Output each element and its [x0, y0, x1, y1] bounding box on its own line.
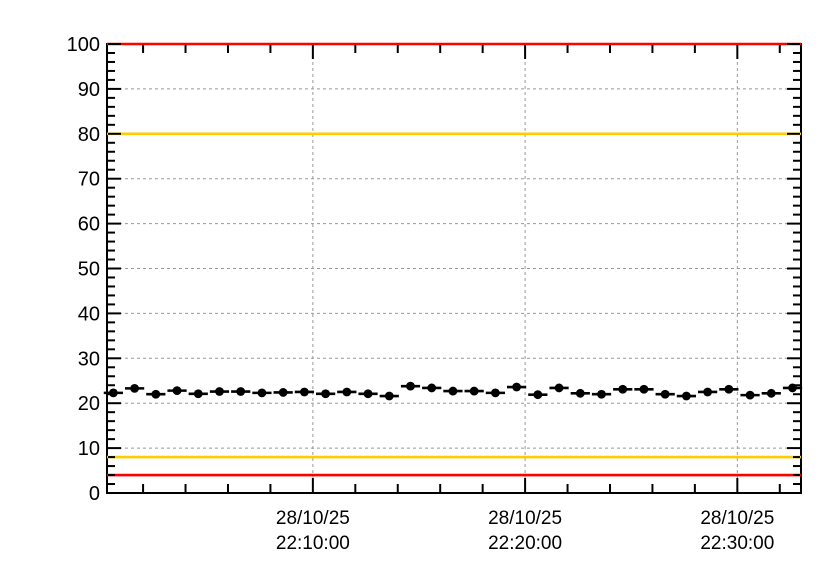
data-point — [108, 388, 118, 398]
data-point — [342, 387, 352, 397]
data-point — [490, 388, 500, 398]
x-tick-label-date: 28/10/25 — [488, 508, 562, 529]
data-point — [448, 386, 458, 396]
y-tick-label: 80 — [78, 124, 100, 146]
y-tick-label: 20 — [78, 393, 100, 415]
data-point — [384, 391, 394, 401]
data-point — [745, 390, 755, 400]
data-point — [363, 389, 373, 399]
data-point — [512, 382, 522, 392]
data-point — [724, 384, 734, 394]
data-point — [406, 381, 415, 391]
y-tick-label: 50 — [78, 259, 100, 281]
y-tick-label: 30 — [78, 348, 100, 370]
data-point — [172, 386, 182, 396]
data-point — [703, 387, 713, 397]
y-tick-label: 0 — [89, 483, 100, 505]
y-tick-label: 10 — [78, 438, 100, 460]
data-point — [766, 388, 776, 398]
x-tick-label-time: 22:30:00 — [700, 533, 774, 554]
x-tick-label-date: 28/10/25 — [276, 508, 350, 529]
data-point — [193, 389, 203, 399]
data-point — [257, 388, 267, 398]
data-point — [639, 384, 649, 394]
x-tick-label-time: 22:20:00 — [488, 533, 562, 554]
data-point — [681, 391, 691, 401]
data-point — [660, 389, 670, 399]
y-tick-label: 40 — [78, 303, 100, 325]
data-point — [321, 389, 330, 399]
data-point — [299, 387, 309, 397]
y-tick-label: 100 — [67, 34, 100, 56]
data-point — [618, 384, 628, 394]
data-point — [130, 383, 139, 393]
data-point — [469, 386, 479, 396]
data-point — [554, 383, 564, 393]
x-tick-label-date: 28/10/25 — [700, 508, 774, 529]
data-point — [215, 387, 224, 396]
data-point — [278, 388, 288, 397]
data-point — [597, 389, 606, 399]
data-point — [788, 383, 797, 393]
data-point — [575, 388, 585, 398]
data-point — [151, 389, 161, 399]
data-point — [533, 390, 543, 400]
data-point — [427, 383, 437, 393]
y-tick-label: 60 — [78, 214, 100, 236]
y-tick-label: 90 — [78, 79, 100, 101]
data-point — [236, 387, 246, 396]
y-tick-label: 70 — [78, 169, 100, 191]
x-tick-label-time: 22:10:00 — [276, 533, 350, 554]
